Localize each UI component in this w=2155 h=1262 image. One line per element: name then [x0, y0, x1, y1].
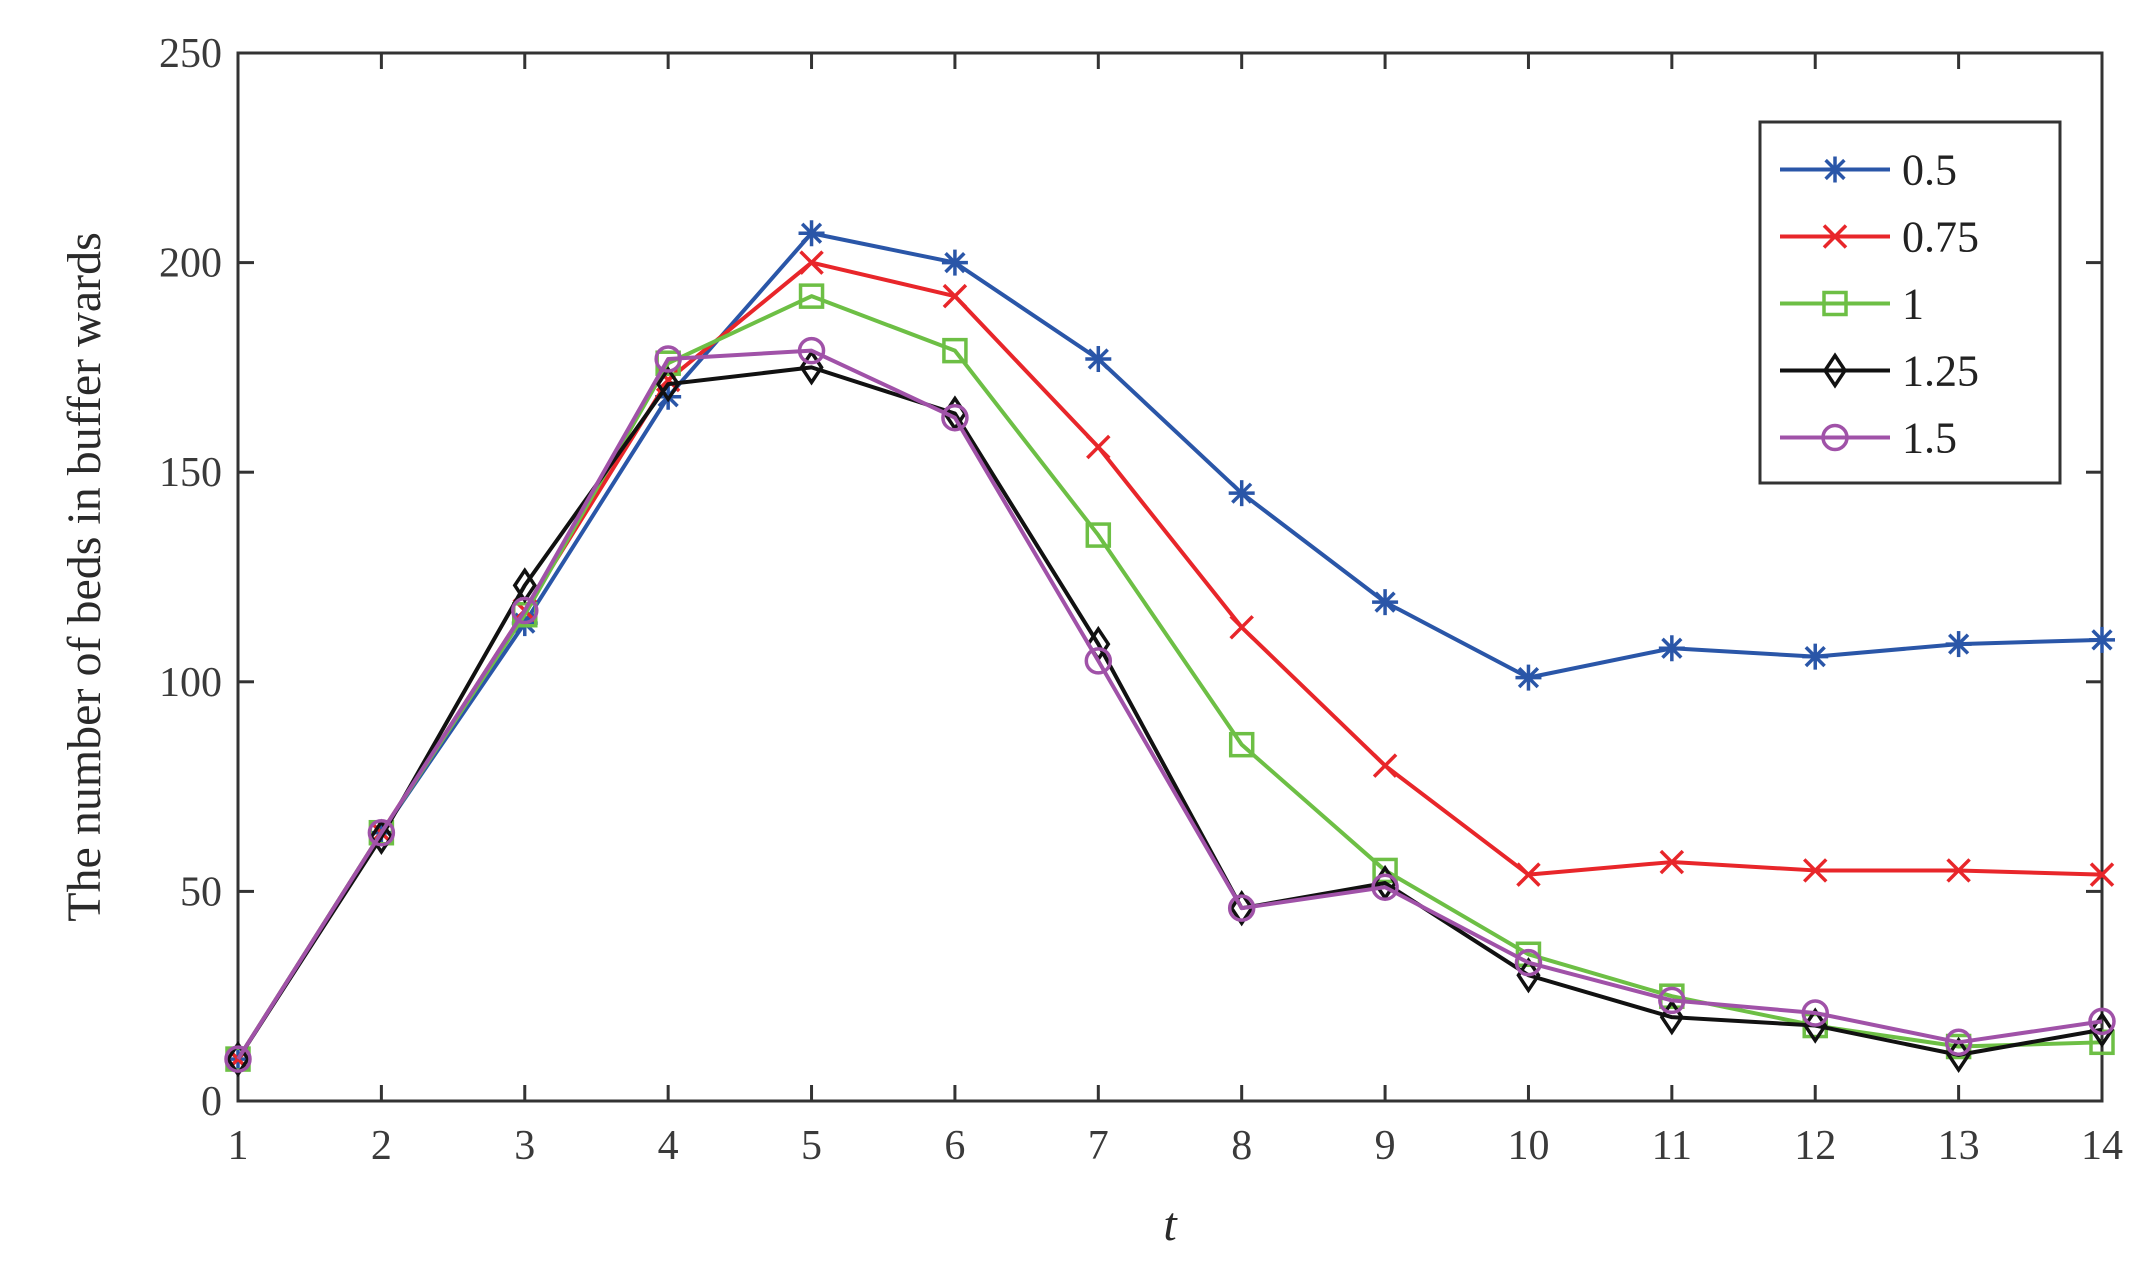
x-tick-label: 8 — [1231, 1123, 1252, 1169]
data-point — [1514, 948, 1543, 977]
legend-marker — [1822, 156, 1848, 183]
data-point — [1946, 1036, 1971, 1074]
data-point — [367, 818, 396, 847]
legend-label: 1 — [1902, 280, 1924, 329]
x-tick-label: 4 — [658, 1123, 679, 1169]
legend-label: 1.25 — [1902, 347, 1979, 396]
series-line — [236, 294, 2103, 1061]
x-tick-label: 14 — [2081, 1123, 2123, 1169]
data-point — [1228, 480, 1255, 507]
legend-marker — [1821, 423, 1849, 452]
series-line — [236, 231, 2103, 1061]
data-point — [369, 818, 394, 856]
x-tick-label: 7 — [1088, 1123, 1109, 1169]
data-point — [1229, 615, 1254, 640]
y-tick-label: 100 — [159, 660, 222, 706]
y-tick-label: 250 — [159, 31, 222, 77]
data-point — [1802, 858, 1828, 883]
data-point — [1084, 647, 1113, 675]
x-tick-label: 12 — [1794, 1123, 1836, 1169]
legend-label: 0.75 — [1902, 213, 1979, 262]
legend-item: 1 — [1780, 280, 1924, 329]
data-point — [1227, 894, 1256, 922]
y-tick-label: 200 — [159, 241, 222, 287]
legend-marker — [1822, 290, 1848, 317]
data-point — [1086, 434, 1111, 460]
data-point — [512, 567, 537, 604]
data-point — [225, 1040, 251, 1078]
x-tick-label: 3 — [514, 1123, 535, 1169]
plot-frame — [236, 51, 2104, 1103]
legend-label: 0.5 — [1902, 146, 1957, 195]
data-point — [798, 220, 825, 247]
x-tick-label: 6 — [944, 1123, 965, 1169]
series-line — [236, 348, 2103, 1061]
data-point — [1944, 1028, 1973, 1057]
data-point — [224, 1045, 252, 1073]
x-tick-label: 10 — [1507, 1123, 1549, 1169]
data-point — [797, 336, 826, 365]
data-point — [1946, 858, 1971, 883]
data-point — [2089, 626, 2115, 653]
data-point — [2088, 1007, 2116, 1036]
data-point — [1372, 753, 1398, 778]
data-point — [1658, 986, 1686, 1015]
data-point — [654, 345, 682, 373]
data-point — [798, 283, 825, 309]
data-point — [656, 366, 681, 403]
legend-item: 1.25 — [1780, 347, 1979, 396]
data-point — [1228, 731, 1255, 758]
data-point — [1371, 873, 1399, 901]
legend-marker — [1822, 352, 1848, 389]
x-tick-label: 2 — [371, 1123, 392, 1169]
legend: 0.5 0.75 1 1.25 1.5 — [1758, 120, 2062, 485]
legend-item: 0.75 — [1780, 213, 1979, 262]
x-tick-label: 1 — [228, 1123, 249, 1169]
series-1.5 — [224, 336, 2116, 1073]
data-point — [1659, 849, 1685, 875]
data-point — [1658, 635, 1685, 662]
x-tick-label: 13 — [1938, 1123, 1980, 1169]
legend-item: 0.5 — [1780, 146, 1957, 195]
data-point — [942, 337, 968, 364]
x-tick-label: 5 — [801, 1123, 822, 1169]
data-point — [511, 596, 539, 625]
y-tick-label: 50 — [180, 869, 222, 915]
legend-item: 1.5 — [1780, 414, 1957, 463]
data-point — [2089, 862, 2115, 887]
data-point — [1515, 664, 1542, 691]
data-point — [799, 250, 824, 275]
data-point — [2089, 1011, 2115, 1048]
x-tick-label: 9 — [1375, 1123, 1396, 1169]
data-point — [1801, 999, 1829, 1027]
data-point — [941, 403, 969, 432]
series-line — [236, 365, 2103, 1061]
data-point — [1372, 589, 1399, 616]
data-point — [1802, 643, 1829, 670]
data-point — [1515, 941, 1542, 968]
data-point — [1229, 890, 1254, 927]
data-point — [1085, 522, 1112, 548]
data-point — [1085, 346, 1112, 373]
y-tick-label: 0 — [201, 1079, 222, 1125]
data-point — [1945, 631, 1972, 658]
plot-series — [224, 220, 2116, 1078]
data-point — [1516, 957, 1541, 994]
legend-label: 1.5 — [1902, 414, 1957, 463]
data-point — [942, 283, 968, 309]
data-point — [1803, 1007, 1828, 1044]
x-axis-title: t — [1163, 1198, 1178, 1251]
x-tick-label: 11 — [1652, 1123, 1692, 1169]
y-axis-title: The number of beds in buffer wards — [58, 232, 111, 922]
legend-marker — [1822, 224, 1848, 249]
data-point — [941, 249, 968, 276]
data-point — [1516, 862, 1541, 887]
y-tick-label: 150 — [159, 450, 222, 496]
